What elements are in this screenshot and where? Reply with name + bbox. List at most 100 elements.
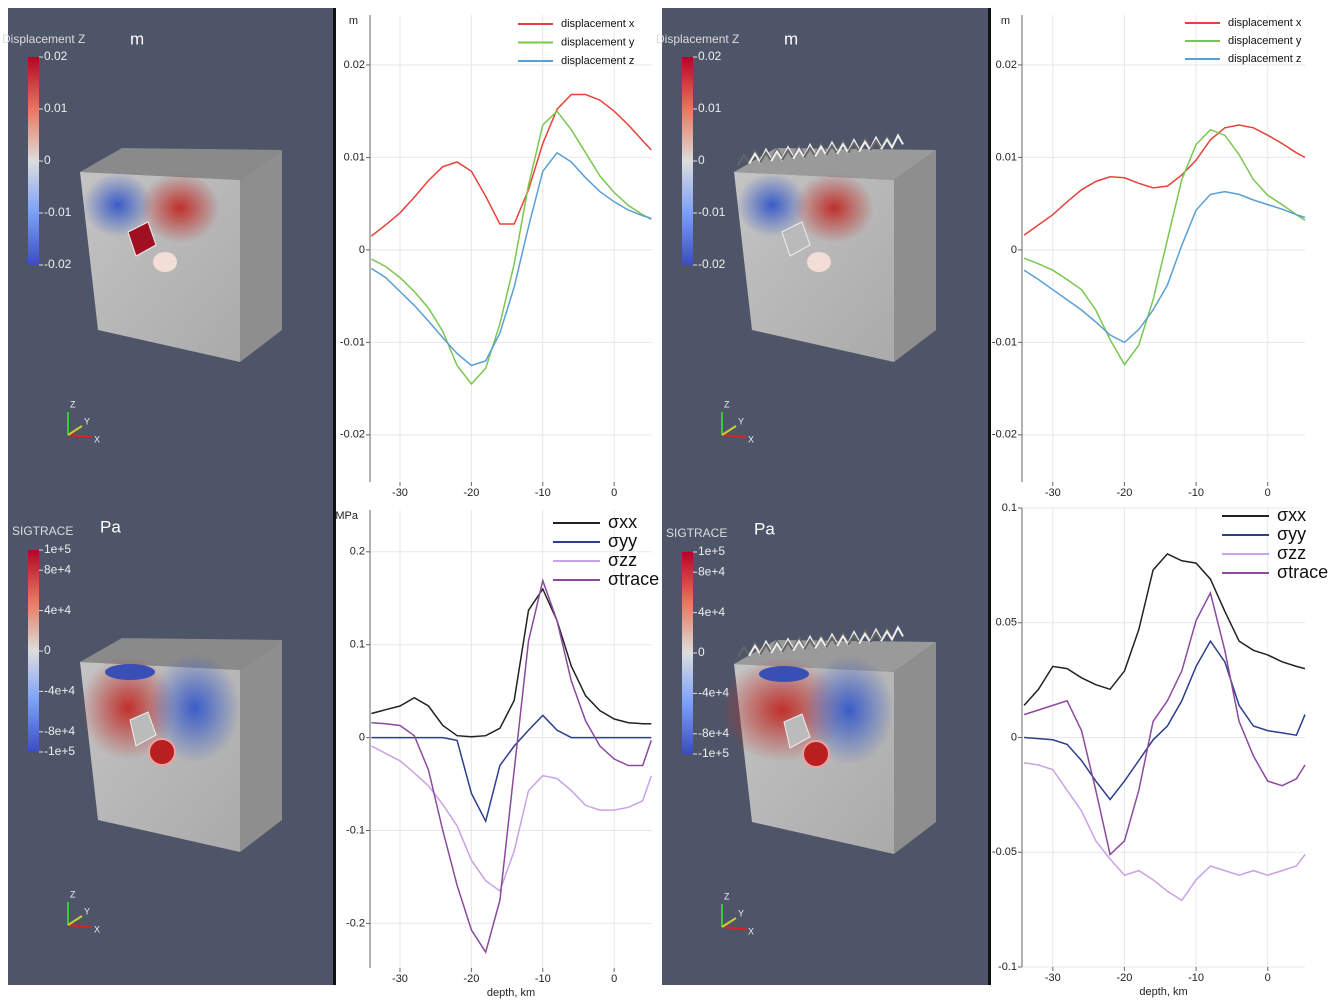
plot-area [1022,15,1305,482]
y-tick-label: -0.2 [346,917,365,929]
unit-label: m [784,29,798,48]
x-tick-label: -30 [392,487,408,499]
x-tick-label: 0 [1265,487,1271,499]
colorbar-tick-label: 0.02 [698,49,722,63]
x-tick-label: -30 [392,973,408,985]
x-tick-label: -10 [1188,972,1204,984]
triad-label: Z [70,399,76,409]
triad-label: Z [70,889,76,899]
box-side [240,150,282,362]
triad-label: Y [738,416,744,426]
colorbar-tick-label: 1e+5 [44,542,71,556]
colorbar-tick-label: -0.01 [698,205,726,219]
colorbar-title: SIGTRACE [12,524,73,538]
x-tick-label: -30 [1045,487,1061,499]
triad-label: Z [724,399,730,409]
legend-label: displacement z [1228,53,1301,65]
colorbar-tick-label: -0.02 [44,257,72,271]
legend-label: σyy [1277,524,1306,544]
y-tick-label: 0.01 [344,151,365,163]
colorbar-tick-label: 0 [698,153,705,167]
colorbar-tick-label: 1e+5 [698,544,725,558]
x-tick-label: -20 [463,973,479,985]
y-tick-label: 0.02 [344,59,365,71]
y-axis-label: MPa [335,510,359,522]
box-side [894,150,936,362]
x-tick-label: 0 [611,973,617,985]
legend-label: σzz [608,550,637,570]
x-axis-label: depth, km [1139,986,1187,998]
colorbar-tick-label: 8e+4 [698,564,725,578]
colorbar-tick-label: 0 [44,153,51,167]
x-tick-label: -10 [1188,487,1204,499]
colorbar-tick-label: 0 [698,645,705,659]
plot-area [370,15,652,482]
source [149,739,175,765]
colorbar-tick-label: -1e+5 [698,746,729,760]
colorbar-tick-label: 0.01 [44,101,68,115]
legend-label: displacement x [561,18,635,30]
triad-label: Z [724,891,730,901]
y-tick-label: 0 [1011,731,1017,743]
x-tick-label: -30 [1045,972,1061,984]
colorbar-tick-label: -8e+4 [44,724,75,738]
y-tick-label: -0.02 [340,429,365,441]
colorbar-tick-label: 0.01 [698,101,722,115]
triad-label: X [748,926,754,936]
y-axis-label: m [349,15,358,27]
legend-label: σxx [608,512,637,532]
y-tick-label: 0 [1011,244,1017,256]
y-tick-label: -0.05 [992,846,1017,858]
divider [333,8,336,985]
legend-label: σtrace [608,569,659,589]
colorbar-tick-label: 4e+4 [698,605,725,619]
y-tick-label: -0.01 [340,336,365,348]
legend-label: displacement z [561,55,634,67]
colorbar-tick-label: 8e+4 [44,562,71,576]
colorbar-title: Displacement Z [2,32,85,46]
x-tick-label: -20 [1117,972,1133,984]
colorbar-tick-label: 0 [44,643,51,657]
colorbar-tick-label: -4e+4 [698,686,729,700]
colorbar-tick-label: 0.02 [44,49,68,63]
x-tick-label: -20 [1117,487,1133,499]
colorbar [682,57,693,265]
triad-label: Y [84,906,90,916]
y-tick-label: 0.01 [996,151,1017,163]
y-tick-label: 0 [359,732,365,744]
box-side [894,642,936,854]
legend-label: σtrace [1277,562,1328,582]
divider [988,8,991,985]
x-tick-label: -10 [535,487,551,499]
x-tick-label: -10 [535,973,551,985]
y-tick-label: 0.1 [350,639,365,651]
unit-label: m [130,29,144,48]
legend-label: displacement y [1228,35,1302,47]
y-tick-label: -0.1 [998,961,1017,973]
y-tick-label: -0.1 [346,824,365,836]
source [803,741,829,767]
unit-label: Pa [754,519,775,538]
triad-label: X [94,924,100,934]
colorbar [682,552,693,754]
x-tick-label: 0 [611,487,617,499]
colorbar-tick-label: -8e+4 [698,726,729,740]
colorbar [28,550,39,752]
colorbar-title: Displacement Z [656,32,739,46]
y-tick-label: 0.05 [996,617,1017,629]
source [807,252,831,272]
y-tick-label: 0.2 [350,546,365,558]
triad-label: X [748,434,754,444]
y-axis-label: m [1001,15,1010,27]
triad-label: X [94,434,100,444]
legend-label: σxx [1277,505,1306,525]
triad-label: Y [738,908,744,918]
y-tick-label: 0.1 [1002,502,1017,514]
x-axis-label: depth, km [487,987,535,999]
x-tick-label: 0 [1265,972,1271,984]
x-tick-label: -20 [463,487,479,499]
colorbar-tick-label: -0.01 [44,205,72,219]
source [153,252,177,272]
legend-label: displacement y [561,36,635,48]
field-blob [759,666,809,682]
